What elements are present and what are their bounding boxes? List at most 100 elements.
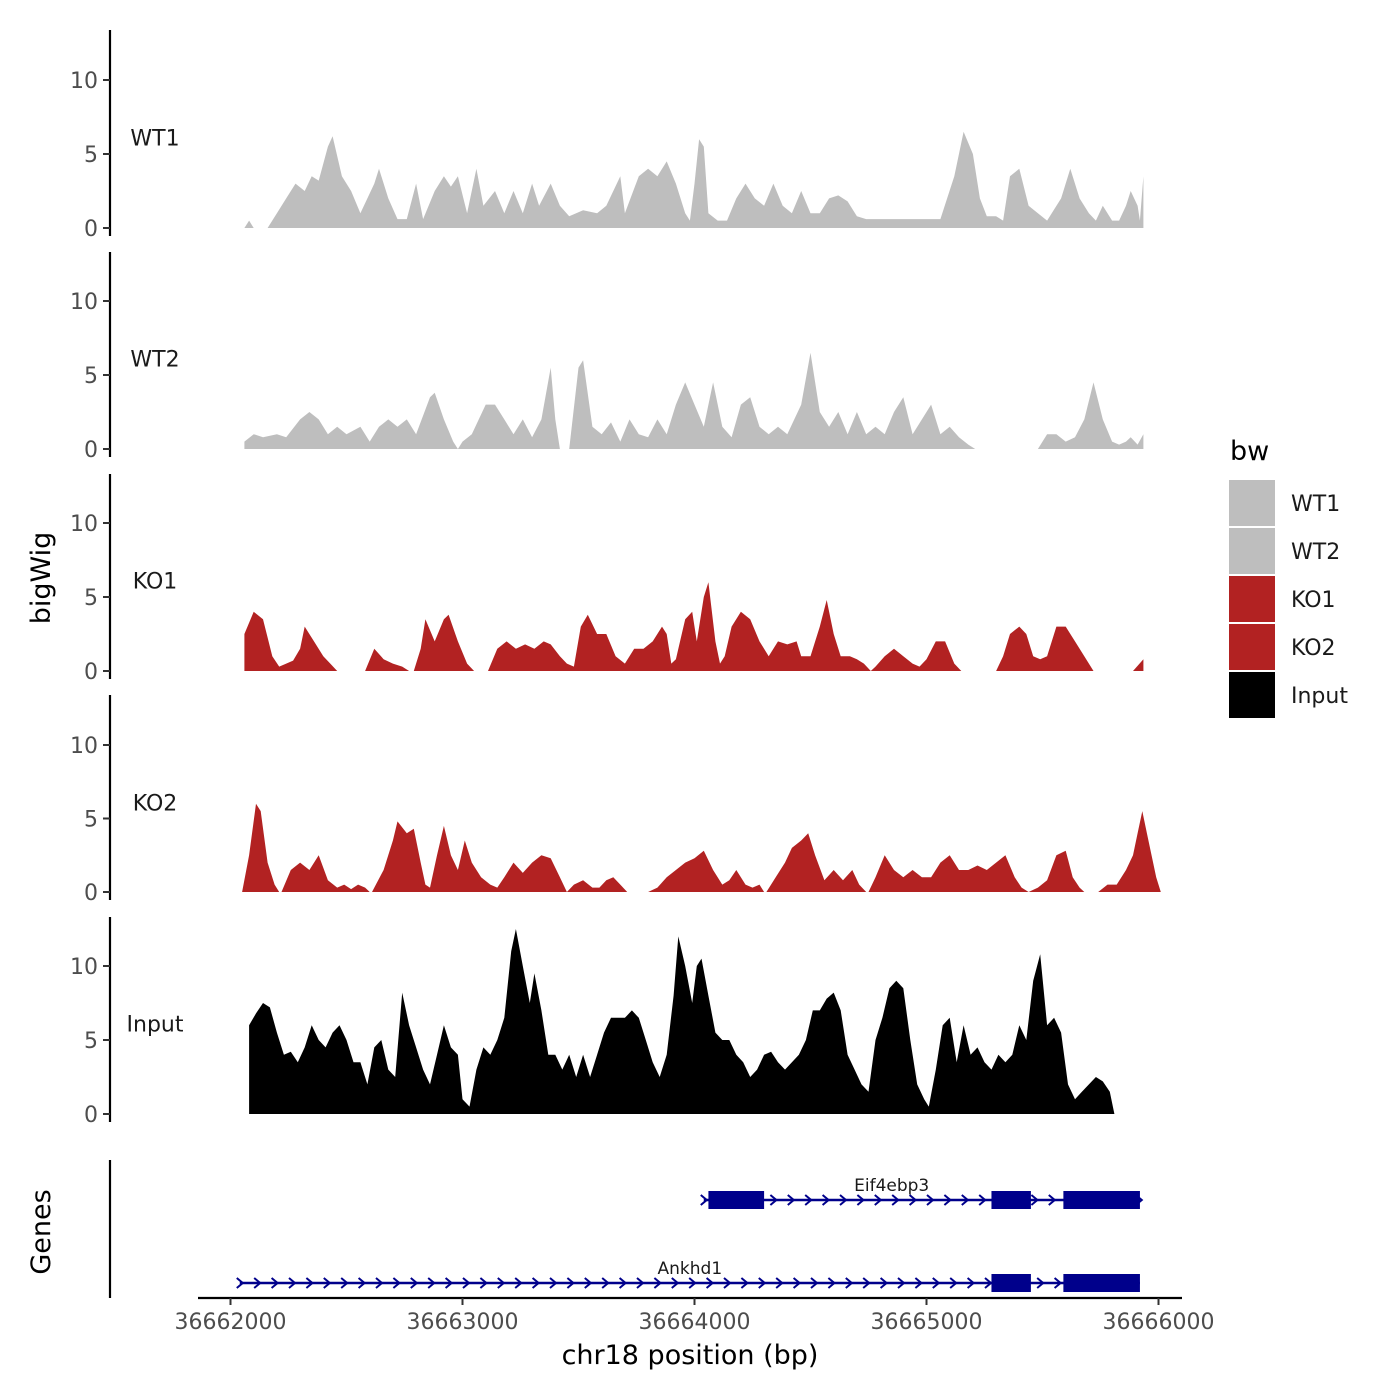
strand-arrow bbox=[908, 1194, 918, 1206]
strand-arrow bbox=[253, 1277, 262, 1289]
coverage-area-wt2-2 bbox=[1037, 382, 1144, 449]
gene-ankhd1: Ankhd1 bbox=[236, 1259, 1140, 1292]
track-label-ko2: KO2 bbox=[133, 791, 178, 816]
strand-arrow bbox=[787, 1194, 796, 1206]
strand-arrow bbox=[236, 1277, 245, 1289]
strand-arrow bbox=[288, 1277, 297, 1289]
coverage-area-ko2-0 bbox=[242, 803, 280, 892]
strand-arrow bbox=[305, 1277, 314, 1289]
y-tick-label: 5 bbox=[84, 143, 98, 168]
strand-arrow bbox=[410, 1277, 419, 1289]
legend-label-ko2: KO2 bbox=[1291, 636, 1336, 661]
strand-arrow bbox=[874, 1194, 883, 1206]
track-input: 0 5 10 Input bbox=[70, 917, 1115, 1128]
legend-label-ko1: KO1 bbox=[1291, 588, 1336, 613]
y-tick-label: 5 bbox=[84, 364, 98, 389]
legend-label-wt2: WT2 bbox=[1291, 540, 1340, 565]
strand-arrow bbox=[549, 1277, 558, 1289]
strand-arrow bbox=[1048, 1194, 1057, 1206]
strand-arrow bbox=[949, 1277, 958, 1289]
coverage-area-ko1-4 bbox=[996, 626, 1094, 671]
strand-arrow bbox=[943, 1194, 952, 1206]
coverage-area-wt2-0 bbox=[244, 367, 560, 449]
strand-arrow bbox=[897, 1277, 906, 1289]
strand-arrow bbox=[653, 1277, 662, 1289]
strand-arrow bbox=[392, 1277, 401, 1289]
legend-key-ko2 bbox=[1229, 624, 1275, 670]
legend-label-input: Input bbox=[1291, 684, 1348, 709]
coverage-area-ko2-5 bbox=[766, 833, 867, 892]
coverage-area-wt1-1 bbox=[267, 131, 1144, 228]
track-wt2: 0 5 10 WT2 bbox=[70, 252, 1144, 463]
strand-arrow bbox=[340, 1277, 349, 1289]
x-tick-label: 36666000 bbox=[1103, 1310, 1215, 1335]
exon-eif4ebp3-2 bbox=[1063, 1191, 1140, 1209]
exon-ankhd1-1 bbox=[1063, 1274, 1140, 1292]
strand-arrow bbox=[357, 1277, 367, 1289]
strand-arrow bbox=[601, 1277, 610, 1289]
strand-arrow bbox=[839, 1194, 848, 1206]
x-axis-title: chr18 position (bp) bbox=[562, 1340, 819, 1371]
coverage-area-ko2-4 bbox=[648, 850, 765, 892]
strand-arrow bbox=[462, 1277, 471, 1289]
legend-label-wt1: WT1 bbox=[1291, 492, 1340, 517]
x-tick-label: 36664000 bbox=[639, 1310, 751, 1335]
strand-arrow bbox=[1030, 1194, 1039, 1206]
strand-arrow bbox=[723, 1277, 732, 1289]
strand-arrow bbox=[845, 1277, 854, 1289]
y-tick-label: 0 bbox=[84, 217, 98, 242]
strand-arrow bbox=[479, 1277, 488, 1289]
strand-arrow bbox=[497, 1277, 506, 1289]
exon-ankhd1-0 bbox=[991, 1274, 1031, 1292]
legend-title: bw bbox=[1230, 436, 1269, 467]
coverage-area-ko2-8 bbox=[1098, 811, 1161, 892]
gene-label-ankhd1: Ankhd1 bbox=[658, 1259, 723, 1279]
coverage-area-input-0 bbox=[249, 929, 1115, 1114]
exon-eif4ebp3-1 bbox=[991, 1191, 1031, 1209]
strand-arrow bbox=[444, 1277, 454, 1289]
y-axis-title: bigWig bbox=[26, 532, 57, 625]
strand-arrow bbox=[966, 1277, 976, 1289]
y-tick-label: 0 bbox=[84, 881, 98, 906]
coverage-area-ko2-3 bbox=[566, 877, 628, 892]
strand-arrow bbox=[926, 1194, 935, 1206]
track-ko1: 0 5 10 KO1 bbox=[70, 474, 1144, 685]
coverage-area-ko1-5 bbox=[1133, 659, 1144, 671]
track-ko2: 0 5 10 KO2 bbox=[70, 695, 1161, 906]
x-tick-label: 36662000 bbox=[175, 1310, 287, 1335]
y-tick-label: 10 bbox=[70, 734, 98, 759]
y-tick-label: 0 bbox=[84, 660, 98, 685]
strand-arrow bbox=[427, 1277, 436, 1289]
strand-arrow bbox=[323, 1277, 332, 1289]
strand-arrow bbox=[270, 1277, 280, 1289]
strand-arrow bbox=[740, 1277, 749, 1289]
coverage-area-ko1-2 bbox=[413, 614, 475, 671]
strand-arrow bbox=[1053, 1277, 1063, 1289]
strand-arrow bbox=[810, 1277, 819, 1289]
coverage-area-wt1-0 bbox=[244, 220, 254, 228]
coverage-area-ko2-6 bbox=[868, 855, 1029, 892]
y-tick-label: 5 bbox=[84, 586, 98, 611]
legend-key-ko1 bbox=[1229, 576, 1275, 622]
gene-label-eif4ebp3: Eif4ebp3 bbox=[854, 1176, 929, 1196]
strand-arrow bbox=[914, 1277, 923, 1289]
strand-arrow bbox=[636, 1277, 645, 1289]
strand-arrow bbox=[879, 1277, 889, 1289]
x-tick-label: 36663000 bbox=[407, 1310, 519, 1335]
strand-arrow bbox=[821, 1194, 831, 1206]
y-tick-label: 10 bbox=[70, 69, 98, 94]
strand-arrow bbox=[618, 1277, 628, 1289]
strand-arrow bbox=[705, 1277, 715, 1289]
legend: bw WT1 WT2 KO1 KO2 Input bbox=[1229, 436, 1348, 718]
y-tick-label: 10 bbox=[70, 512, 98, 537]
strand-arrow bbox=[514, 1277, 523, 1289]
track-label-input: Input bbox=[127, 1013, 184, 1038]
legend-key-wt1 bbox=[1229, 480, 1275, 526]
strand-arrow bbox=[671, 1277, 680, 1289]
strand-arrow bbox=[375, 1277, 384, 1289]
x-tick-label: 36665000 bbox=[871, 1310, 983, 1335]
y-tick-label: 0 bbox=[84, 1103, 98, 1128]
strand-arrow bbox=[862, 1277, 871, 1289]
strand-arrow bbox=[700, 1194, 709, 1206]
